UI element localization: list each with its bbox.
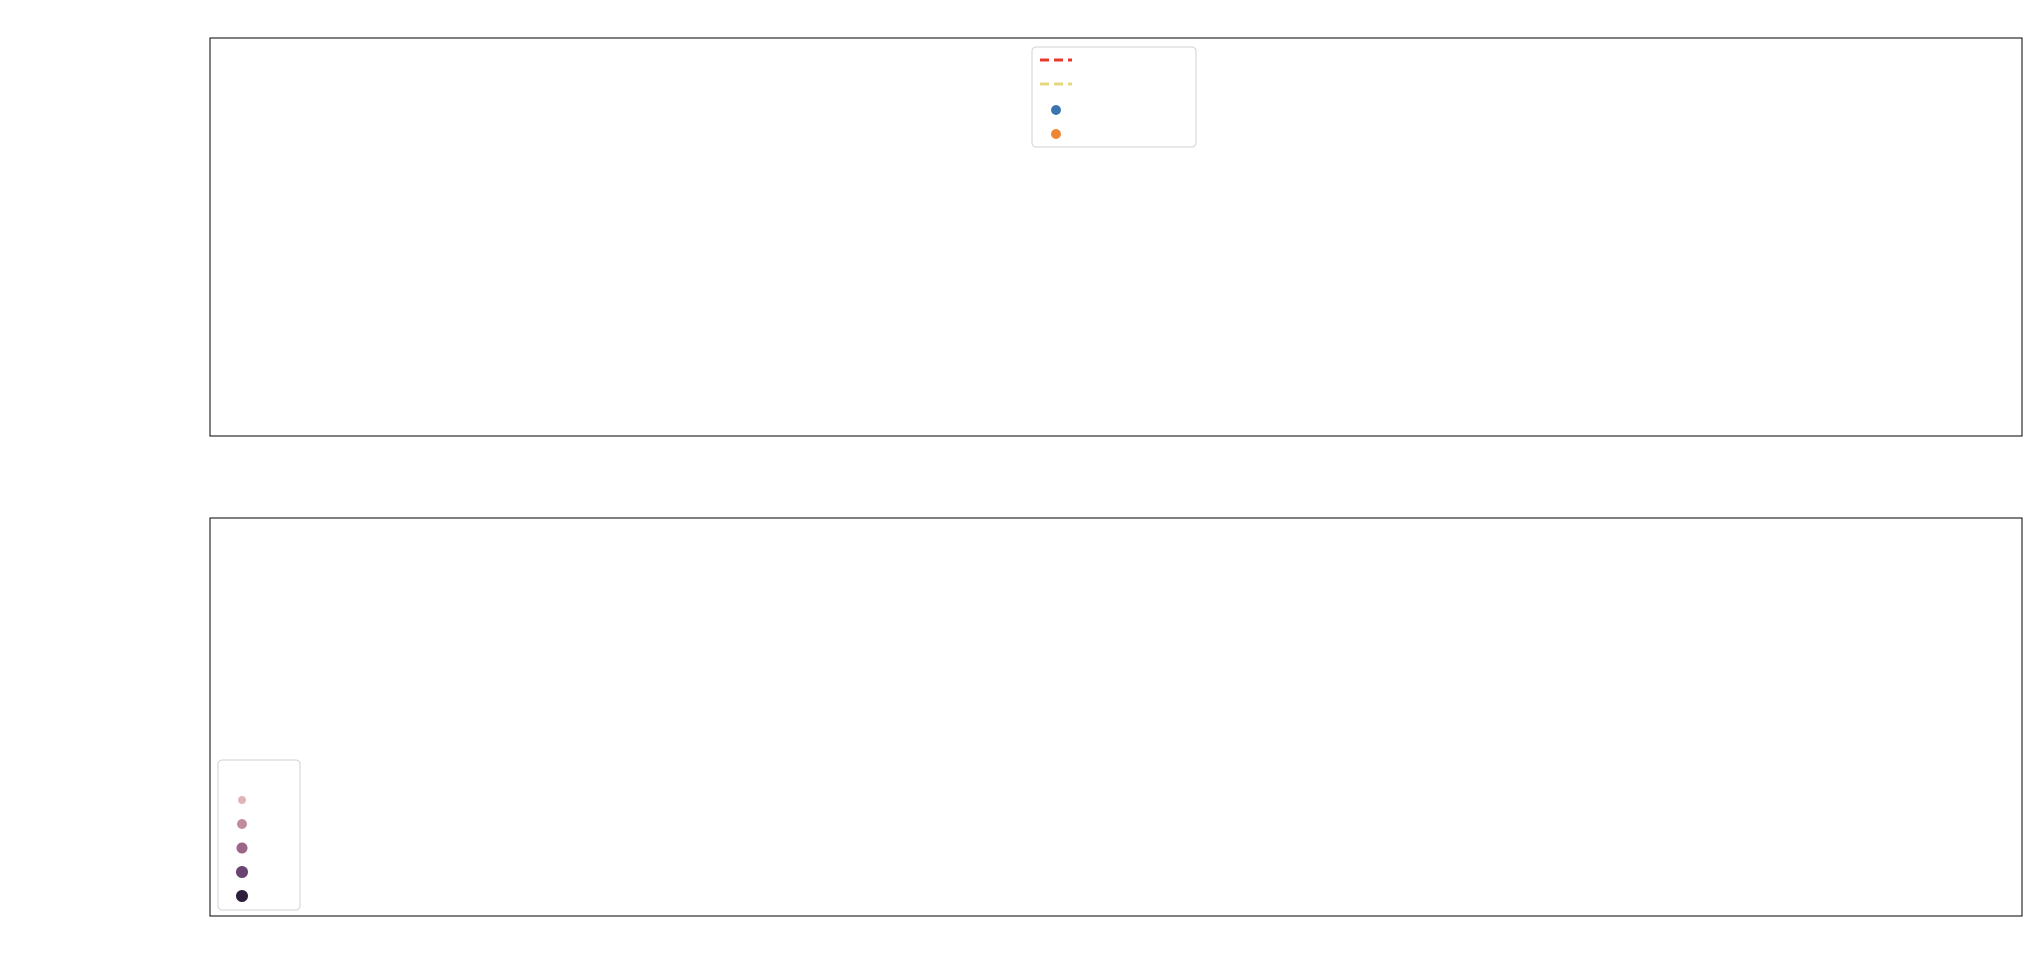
bottom-plot-frame [209, 517, 2023, 917]
bottom-chart [209, 517, 2023, 917]
bottom-legend [217, 759, 301, 911]
legend-errtype-32-marker [236, 866, 248, 878]
legend-errtype-24-marker [236, 842, 248, 854]
bottom-legend-box [217, 759, 301, 911]
legend-errtype-8-marker [238, 796, 246, 804]
top-chart [209, 37, 2023, 437]
legend-version-1778-marker [1051, 129, 1061, 139]
legend-errtype-40-marker [236, 890, 248, 902]
legend-version-1750-marker [1051, 105, 1061, 115]
legend-errtype-16-marker [237, 819, 247, 829]
top-legend-box [1031, 46, 1197, 148]
top-plot-frame [209, 37, 2023, 437]
top-legend [1031, 46, 1197, 148]
